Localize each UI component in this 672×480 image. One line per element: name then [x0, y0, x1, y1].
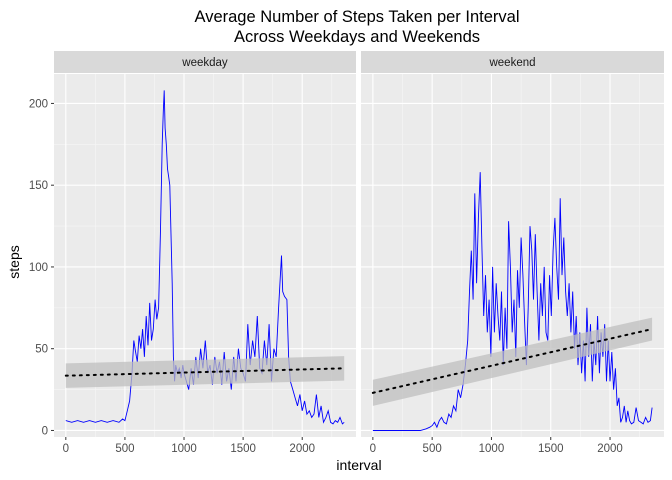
- x-axis-title: interval: [336, 457, 381, 473]
- trend-line: [371, 328, 654, 394]
- y-tick-label: 200: [29, 98, 48, 110]
- x-tick-label: 2000: [597, 443, 623, 455]
- chart-title-line-2: Across Weekdays and Weekends: [234, 28, 480, 46]
- y-tick-label: 150: [29, 180, 48, 192]
- y-axis-title: steps: [6, 245, 22, 278]
- x-tick-label: 0: [370, 443, 376, 455]
- trend-confidence-ribbon: [372, 317, 653, 406]
- x-tick-label: 1000: [479, 443, 505, 455]
- facet-strip: [54, 51, 356, 73]
- y-tick-label: 100: [29, 262, 48, 274]
- x-tick-label: 500: [115, 443, 134, 455]
- x-tick-label: 2000: [289, 443, 315, 455]
- facet-panel-weekend: weekend 0 500 1000 1500 2000: [361, 51, 664, 455]
- x-tick-label: 1500: [538, 443, 564, 455]
- chart-title-line-1: Average Number of Steps Taken per Interv…: [195, 8, 520, 26]
- x-tick-label: 1000: [171, 443, 197, 455]
- x-tick-label: 1500: [230, 443, 256, 455]
- facet-panel-weekday: weekday 0 500 1000 1500 2000 0 50 100 150 200: [29, 51, 356, 455]
- facet-strip: [361, 51, 664, 73]
- y-tick-label: 50: [35, 344, 48, 356]
- x-tick-label: 0: [63, 443, 69, 455]
- x-tick-label: 500: [423, 443, 442, 455]
- facet-strip-label: weekday: [181, 57, 228, 69]
- facet-strip-label: weekend: [488, 57, 535, 69]
- y-tick-label: 0: [42, 425, 48, 437]
- facet-panels: weekday 0 500 1000 1500 2000 0 50 100 150 200 weeke…: [29, 51, 664, 455]
- trend-line: [64, 367, 346, 377]
